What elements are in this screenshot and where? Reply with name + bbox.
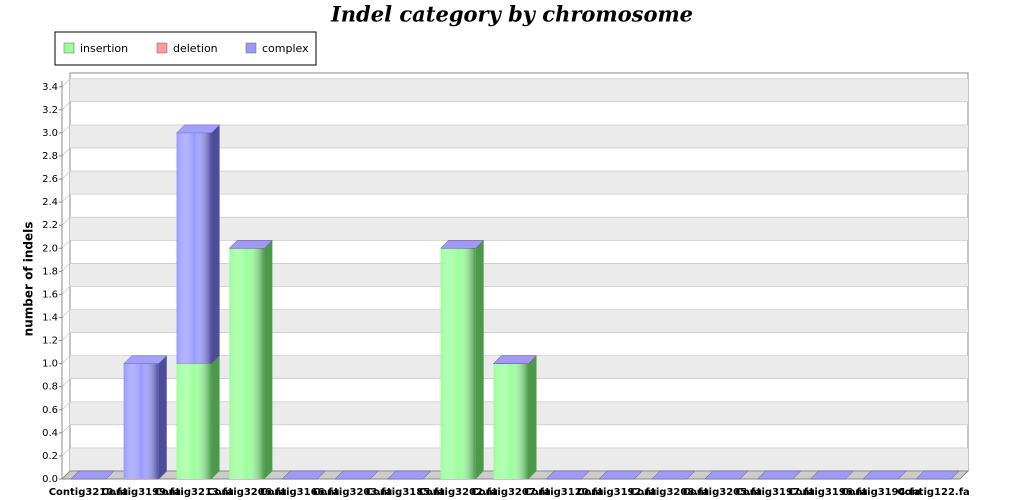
- grid-line: [61, 355, 968, 364]
- x-tick-label: Contig3166.fa: [260, 487, 339, 498]
- x-tick-label: Contig3196.fa: [788, 487, 867, 498]
- y-tick-label: 1.6: [42, 289, 58, 300]
- y-tick-label: 0.4: [42, 428, 58, 439]
- bar-segment: [704, 470, 749, 480]
- bar-segment: [70, 470, 115, 480]
- bar-segment: [651, 470, 696, 480]
- x-tick-label: Contig3210.fa: [49, 487, 128, 498]
- grid-band: [70, 217, 968, 241]
- x-tick-label: Contig3202.fa: [418, 487, 497, 498]
- x-tick-label: Contig3207.fa: [471, 487, 550, 498]
- bar-segment: [440, 240, 485, 479]
- x-tick-label: Contig3185.fa: [366, 487, 445, 498]
- bar-segment: [598, 470, 643, 480]
- bar-segment: [493, 355, 537, 364]
- y-axis-label: number of indels: [22, 222, 36, 337]
- grid-line: [61, 286, 968, 295]
- grid-line: [61, 78, 968, 87]
- legend-swatch: [156, 42, 168, 54]
- x-tick-label: Contig3205.fa: [683, 487, 762, 498]
- y-tick-label: 0.8: [42, 382, 58, 393]
- x-tick-label: Contig3199.fa: [102, 487, 181, 498]
- bar-segment: [862, 470, 907, 480]
- y-tick-label: 0.6: [42, 405, 58, 416]
- bar-segment: [809, 470, 854, 480]
- grid-line: [61, 216, 968, 226]
- grid-line: [61, 309, 968, 318]
- bar-segment: [440, 240, 485, 249]
- x-tick-label: Contig122.fa: [897, 487, 969, 498]
- grid-line: [61, 124, 968, 134]
- y-tick-label: 2.8: [42, 151, 58, 162]
- y-tick-label: 0.0: [42, 474, 58, 485]
- grid-band: [70, 171, 968, 195]
- bar-segment: [228, 240, 273, 479]
- grid-line: [61, 101, 968, 111]
- legend-label: deletion: [173, 42, 218, 55]
- bar-segment: [228, 240, 273, 249]
- y-tick-label: 2.6: [42, 174, 58, 185]
- grid-line: [61, 147, 968, 157]
- y-tick-label: 3.2: [42, 105, 58, 116]
- grid-band: [70, 309, 968, 333]
- grid-band: [70, 263, 968, 287]
- legend-swatch: [245, 42, 257, 54]
- legend-label: insertion: [80, 42, 128, 55]
- x-tick-label: Contig3208.fa: [630, 487, 709, 498]
- bar-segment: [176, 355, 221, 479]
- bar-segment: [493, 355, 537, 479]
- y-tick-label: 3.4: [42, 82, 58, 93]
- grid-line: [61, 378, 968, 387]
- grid-line: [61, 401, 968, 410]
- y-tick-label: 2.4: [42, 197, 58, 208]
- x-tick-label: Contig3213.fa: [154, 487, 233, 498]
- grid-line: [61, 424, 968, 434]
- y-tick-label: 1.0: [42, 359, 58, 370]
- y-tick-label: 2.2: [42, 220, 58, 231]
- grid-line: [61, 332, 968, 341]
- x-tick-label: Contig3194.fa: [841, 487, 920, 498]
- legend-swatch: [63, 42, 75, 54]
- bar-segment: [387, 470, 432, 480]
- x-tick-label: Contig3120.fa: [524, 487, 603, 498]
- grid-line: [61, 193, 968, 203]
- y-tick-label: 1.4: [42, 312, 58, 323]
- chart-title: Indel category by chromosome: [330, 2, 693, 27]
- x-tick-label: Contig3206.fa: [207, 487, 286, 498]
- bar-segment: [176, 124, 221, 364]
- bar-segment: [281, 470, 326, 480]
- bar-segment: [123, 355, 168, 479]
- y-tick-label: 2.0: [42, 243, 58, 254]
- y-tick-label: 1.2: [42, 336, 58, 347]
- y-tick-label: 1.8: [42, 266, 58, 277]
- x-tick-label: Contig3192.fa: [577, 487, 656, 498]
- legend-box: [54, 31, 317, 66]
- bar-segment: [334, 470, 379, 480]
- y-tick-label: 3.0: [42, 128, 58, 139]
- bar-segment: [915, 470, 960, 480]
- grid-line: [61, 447, 968, 457]
- x-tick-label: Contig3203.fa: [313, 487, 392, 498]
- bar-segment: [545, 470, 590, 480]
- y-tick-label: 0.2: [42, 451, 58, 462]
- grid-line: [61, 263, 968, 272]
- x-tick-label: Contig3197.fa: [735, 487, 814, 498]
- grid-line: [61, 239, 968, 249]
- grid-band: [70, 78, 968, 102]
- bar-segment: [757, 470, 802, 480]
- legend-label: complex: [262, 42, 309, 55]
- grid-line: [61, 170, 968, 180]
- grid-band: [70, 124, 968, 148]
